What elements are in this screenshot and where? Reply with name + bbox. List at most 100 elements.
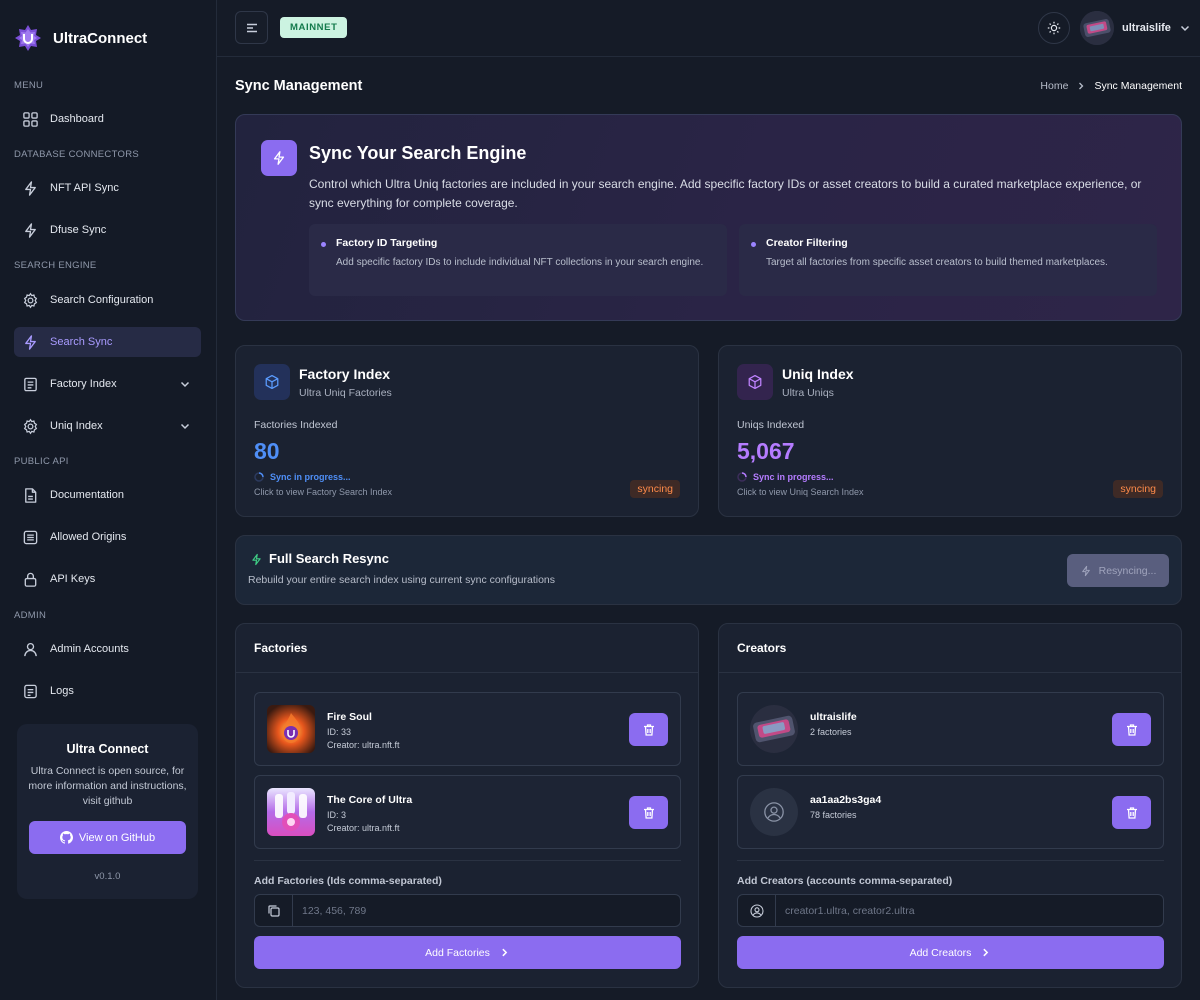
sidebar-item-allowed-origins[interactable]: Allowed Origins <box>14 522 201 552</box>
breadcrumb-home-link[interactable]: Home <box>1040 80 1069 92</box>
delete-factory-button[interactable] <box>629 713 668 746</box>
chevron-down-icon <box>180 381 190 388</box>
feature-title: Factory ID Targeting <box>336 237 438 249</box>
ultra-logo-icon <box>15 25 41 51</box>
resync-button[interactable]: Resyncing... <box>1067 554 1169 587</box>
add-factories-label: Add Factories (Ids comma-separated) <box>254 875 442 887</box>
creators-title: Creators <box>737 641 787 655</box>
resync-title: Full Search Resync <box>269 551 389 566</box>
creator-accounts-input[interactable] <box>776 895 1163 926</box>
sun-icon <box>1047 21 1061 35</box>
section-title-search-engine: SEARCH ENGINE <box>14 260 97 271</box>
bolt-icon <box>25 334 36 350</box>
add-creators-label: Add Creators (accounts comma-separated) <box>737 875 953 887</box>
breadcrumb-current: Sync Management <box>1094 80 1182 92</box>
index-hint: Click to view Uniq Search Index <box>737 487 864 497</box>
sidebar-item-label: Admin Accounts <box>50 643 129 655</box>
bolt-icon-badge <box>261 140 297 176</box>
user-icon-wrapper <box>738 895 776 926</box>
hero-description: Control which Ultra Uniq factories are i… <box>309 177 1142 210</box>
divider <box>737 860 1164 861</box>
sidebar-item-label: Factory Index <box>50 378 117 390</box>
creator-name: aa1aa2bs3ga4 <box>810 794 882 806</box>
sidebar-item-logs[interactable]: Logs <box>14 676 201 706</box>
delete-factory-button[interactable] <box>629 796 668 829</box>
creator-avatar <box>750 705 798 753</box>
add-creators-button-label: Add Creators <box>909 946 972 959</box>
uniq-index-card[interactable]: Uniq Index Ultra Uniqs Uniqs Indexed 5,0… <box>718 345 1182 517</box>
add-factories-button[interactable]: Add Factories <box>254 936 681 969</box>
github-icon <box>59 831 73 844</box>
factory-id: ID: 3 <box>327 810 347 820</box>
hero-title: Sync Your Search Engine <box>309 143 527 163</box>
gear-icon <box>23 292 38 308</box>
sidebar-item-label: Dfuse Sync <box>50 224 107 236</box>
factory-thumbnail <box>267 705 315 753</box>
version-label: v0.1.0 <box>94 871 121 882</box>
sidebar-item-uniq-index[interactable]: Uniq Index <box>14 411 201 441</box>
sync-progress-text: Sync in progress... <box>753 472 834 482</box>
list-item: ultraislife 2 factories <box>737 692 1164 766</box>
feature-description: Add specific factory IDs to include indi… <box>336 257 704 268</box>
factories-panel: Factories Fire Soul ID: 33 Creator: ultr… <box>235 623 699 988</box>
bolt-icon <box>252 553 261 566</box>
brand-name: UltraConnect <box>53 29 148 47</box>
index-subtitle: Ultra Uniq Factories <box>299 387 392 399</box>
bullet-dot <box>751 242 756 247</box>
avatar <box>1080 11 1114 45</box>
sidebar-item-label: Allowed Origins <box>50 531 127 543</box>
github-promo-card: Ultra Connect Ultra Connect is open sour… <box>17 724 198 899</box>
resync-button-label: Resyncing... <box>1098 564 1157 577</box>
factory-creator: Creator: ultra.nft.ft <box>327 740 400 750</box>
status-badge: syncing <box>1113 480 1163 498</box>
section-title-public-api: PUBLIC API <box>14 456 69 467</box>
sidebar-item-api-keys[interactable]: API Keys <box>14 564 201 594</box>
factory-id: ID: 33 <box>327 727 352 737</box>
brand[interactable]: UltraConnect <box>14 22 147 54</box>
list-item: The Core of Ultra ID: 3 Creator: ultra.n… <box>254 775 681 849</box>
list-item: aa1aa2bs3ga4 78 factories <box>737 775 1164 849</box>
sidebar-item-nft-api-sync[interactable]: NFT API Sync <box>14 173 201 203</box>
index-hint: Click to view Factory Search Index <box>254 487 393 497</box>
menu-toggle-button[interactable] <box>235 11 268 44</box>
index-count-value: 5,067 <box>737 438 795 464</box>
delete-creator-button[interactable] <box>1112 796 1151 829</box>
sidebar-item-label: Documentation <box>50 489 124 501</box>
trash-icon <box>643 723 654 736</box>
sync-progress: Sync in progress... <box>737 472 834 482</box>
network-badge: MAINNET <box>280 17 348 38</box>
bolt-icon <box>25 180 36 196</box>
index-title: Uniq Index <box>782 366 854 382</box>
list-item: Fire Soul ID: 33 Creator: ultra.nft.ft <box>254 692 681 766</box>
view-on-github-button[interactable]: View on GitHub <box>29 821 186 854</box>
add-creators-button[interactable]: Add Creators <box>737 936 1164 969</box>
section-title-database-connectors: DATABASE CONNECTORS <box>14 149 139 160</box>
sidebar-item-admin-accounts[interactable]: Admin Accounts <box>14 634 201 664</box>
factory-name: Fire Soul <box>327 711 372 723</box>
cube-icon-badge <box>737 364 773 400</box>
factories-title: Factories <box>254 641 308 655</box>
page-title: Sync Management <box>235 78 363 94</box>
section-title-menu: MENU <box>14 80 44 91</box>
fire-soul-image <box>267 705 315 753</box>
user-circle-icon <box>749 903 764 918</box>
file-icon <box>25 487 37 503</box>
sidebar-item-dashboard[interactable]: Dashboard <box>14 104 201 134</box>
sidebar-item-search-sync[interactable]: Search Sync <box>14 327 201 357</box>
theme-toggle-button[interactable] <box>1038 12 1070 44</box>
factory-ids-input[interactable] <box>293 895 680 926</box>
user-menu[interactable]: ultraislife <box>1080 11 1191 45</box>
sidebar-item-dfuse-sync[interactable]: Dfuse Sync <box>14 215 201 245</box>
gear-icon <box>23 418 38 434</box>
github-button-label: View on GitHub <box>78 831 156 844</box>
sidebar-item-label: Logs <box>50 685 74 697</box>
divider <box>236 672 698 673</box>
sidebar-item-documentation[interactable]: Documentation <box>14 480 201 510</box>
sidebar-item-label: Search Sync <box>50 336 113 348</box>
creator-avatar <box>750 788 798 836</box>
sidebar-item-search-configuration[interactable]: Search Configuration <box>14 285 201 315</box>
factory-index-card[interactable]: Factory Index Ultra Uniq Factories Facto… <box>235 345 699 517</box>
delete-creator-button[interactable] <box>1112 713 1151 746</box>
sidebar-item-factory-index[interactable]: Factory Index <box>14 369 201 399</box>
sidebar: UltraConnect MENU Dashboard DATABASE CON… <box>0 0 217 1000</box>
